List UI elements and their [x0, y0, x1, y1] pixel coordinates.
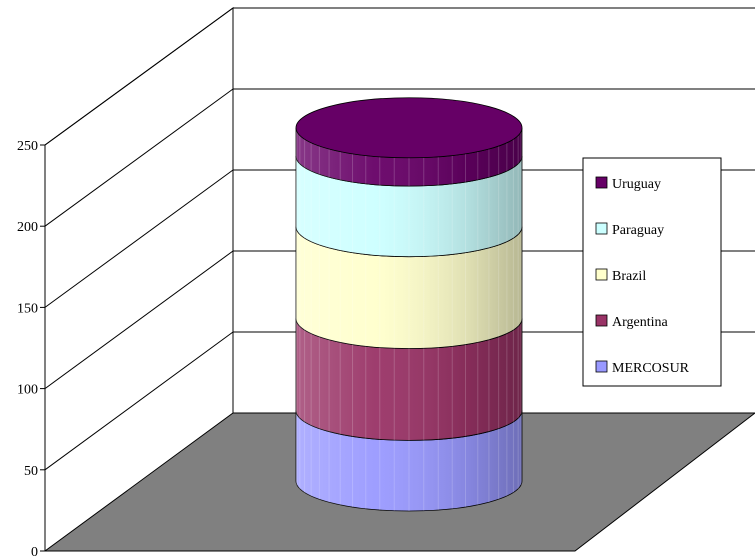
- cylinder-top-cap: [295, 97, 523, 159]
- legend-swatch: [595, 176, 608, 189]
- legend-item-mercosur: MERCOSUR: [595, 360, 690, 376]
- legend-item-brazil: Brazil: [595, 268, 646, 284]
- gridline-diagonal: [44, 250, 234, 390]
- y-tick-label: 100: [17, 383, 38, 398]
- gridline-diagonal: [44, 169, 234, 308]
- legend-label: MERCOSUR: [612, 361, 690, 376]
- y-tick-label: 50: [24, 464, 38, 479]
- legend-label: Argentina: [612, 315, 669, 330]
- gridline-diagonal: [44, 7, 234, 146]
- legend-label: Paraguay: [612, 223, 664, 238]
- cylinder-shading: [296, 226, 522, 349]
- y-tick-label: 0: [31, 545, 38, 559]
- gridline-diagonal: [44, 88, 234, 227]
- legend-swatch: [595, 314, 608, 327]
- legend-swatch: [595, 360, 608, 373]
- cylinder-shading: [296, 127, 522, 187]
- legend-item-uruguay: Uruguay: [595, 176, 661, 192]
- legend-item-argentina: Argentina: [595, 314, 669, 330]
- cylinder-series: [295, 97, 523, 512]
- legend-item-paraguay: Paraguay: [595, 222, 664, 238]
- y-tick-label: 150: [17, 301, 38, 316]
- legend-swatch: [595, 222, 608, 235]
- legend-label: Uruguay: [612, 177, 661, 192]
- legend: Uruguay Paraguay Brazil Argentina MERCOSUR: [582, 157, 722, 387]
- cylinder-segment-uruguay: [295, 97, 523, 187]
- y-axis-ticks: 0 50 100 150 200 250: [17, 139, 45, 559]
- y-tick-label: 200: [17, 220, 38, 235]
- cylinder-shading: [296, 318, 522, 441]
- y-tick-label: 250: [17, 139, 38, 154]
- cylinder-segment-paraguay: [295, 156, 523, 258]
- cylinder-shading: [296, 410, 522, 511]
- legend-label: Brazil: [612, 269, 646, 284]
- cylinder-segment-argentina: [295, 318, 523, 441]
- gridline-diagonal: [44, 331, 234, 471]
- cylinder-segment-brazil: [295, 226, 523, 349]
- cylinder-segment-mercosur: [295, 410, 523, 512]
- cylinder-shading: [296, 156, 522, 257]
- legend-swatch: [595, 268, 608, 281]
